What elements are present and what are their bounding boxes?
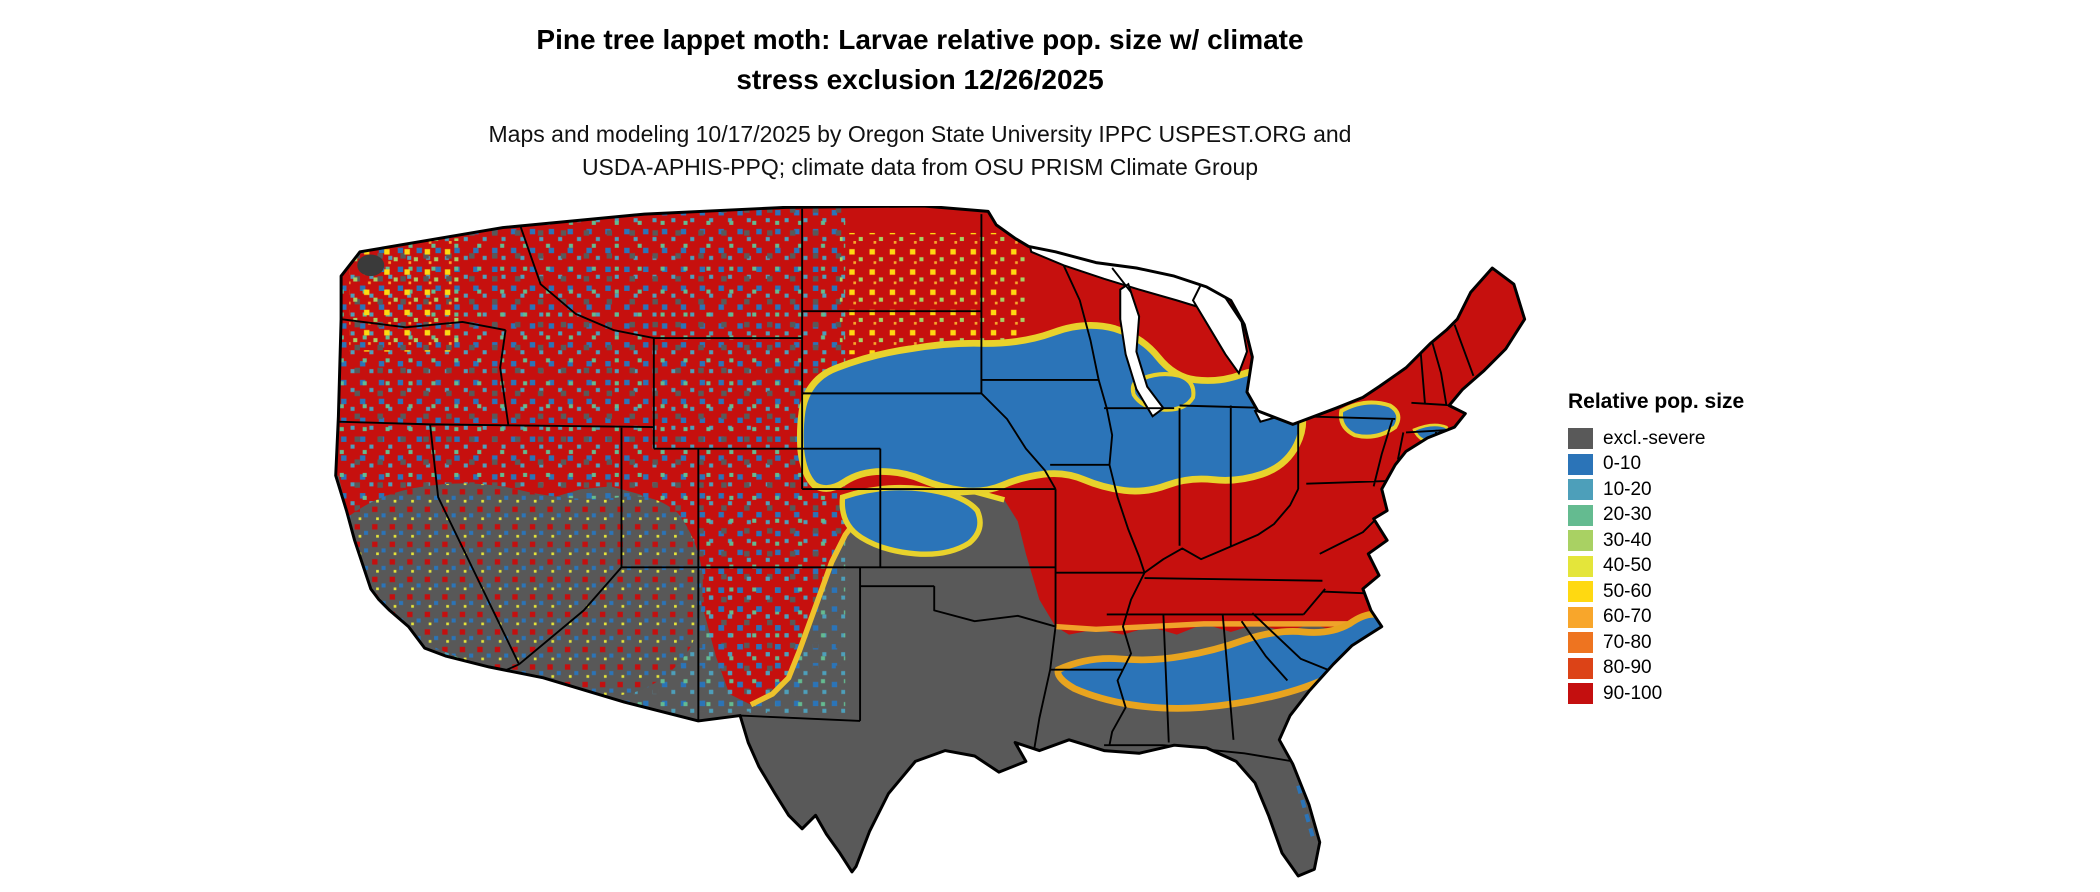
legend-swatch <box>1568 504 1593 526</box>
legend-item: 80-90 <box>1568 656 1838 682</box>
lake-huron <box>1191 282 1249 376</box>
legend-swatch <box>1568 479 1593 501</box>
map-subtitle-line1: Maps and modeling 10/17/2025 by Oregon S… <box>488 121 1352 147</box>
legend-item: 30-40 <box>1568 528 1838 554</box>
map-layer-pennsylvania-blue <box>1338 400 1401 439</box>
state-borders <box>337 208 1475 763</box>
legend-swatch <box>1568 530 1593 552</box>
map-spot-olympics-dark <box>357 254 385 277</box>
us-choropleth-map <box>300 204 1528 880</box>
legend-item: 0-10 <box>1568 452 1838 478</box>
legend-item: 70-80 <box>1568 630 1838 656</box>
legend-label: 70-80 <box>1603 631 1652 653</box>
legend-swatch <box>1568 657 1593 679</box>
us-map-svg <box>334 204 1527 878</box>
legend-swatch <box>1568 606 1593 628</box>
map-texture-montana-yellow-specks <box>839 232 1029 355</box>
legend-item: 50-60 <box>1568 579 1838 605</box>
legend-label: 40-50 <box>1603 555 1652 577</box>
legend-title: Relative pop. size <box>1568 390 1745 413</box>
legend-swatch <box>1568 555 1593 577</box>
legend-label: excl.-severe <box>1603 427 1706 449</box>
legend-swatch <box>1568 453 1593 475</box>
map-subtitle: Maps and modeling 10/17/2025 by Oregon S… <box>0 118 1840 184</box>
us-outline <box>334 204 1527 878</box>
legend-item: 90-100 <box>1568 681 1838 707</box>
map-texture-new-mexico-specks <box>702 567 789 708</box>
legend-item: 20-30 <box>1568 503 1838 529</box>
map-legend: Relative pop. size excl.-severe 0-10 10-… <box>1568 390 1838 707</box>
map-raster-layers <box>335 206 1525 876</box>
legend-label: 50-60 <box>1603 580 1652 602</box>
lake-michigan <box>1119 282 1165 418</box>
legend-label: 0-10 <box>1603 453 1642 475</box>
legend-item: 10-20 <box>1568 477 1838 503</box>
map-texture-great-basin-specks <box>349 483 703 697</box>
map-layer-midwest-blue <box>796 322 1307 495</box>
map-fleck-florida-coast <box>1296 785 1317 843</box>
legend-item: 60-70 <box>1568 605 1838 631</box>
legend-label: 80-90 <box>1603 657 1652 679</box>
legend-label: 20-30 <box>1603 504 1652 526</box>
legend-swatch <box>1568 632 1593 654</box>
map-title-line2: stress exclusion 12/26/2025 <box>736 64 1104 95</box>
legend-item: 40-50 <box>1568 554 1838 580</box>
legend-label: 30-40 <box>1603 529 1652 551</box>
legend-item: excl.-severe <box>1568 426 1838 452</box>
legend-swatch <box>1568 581 1593 603</box>
legend-label: 90-100 <box>1603 682 1663 704</box>
legend-swatch <box>1568 428 1593 450</box>
legend-swatch <box>1568 683 1593 705</box>
map-title-line1: Pine tree lappet moth: Larvae relative p… <box>536 24 1304 55</box>
legend-label: 60-70 <box>1603 606 1652 628</box>
map-subtitle-line2: USDA-APHIS-PPQ; climate data from OSU PR… <box>581 154 1259 180</box>
legend-label: 10-20 <box>1603 478 1652 500</box>
map-title: Pine tree lappet moth: Larvae relative p… <box>0 20 1840 100</box>
